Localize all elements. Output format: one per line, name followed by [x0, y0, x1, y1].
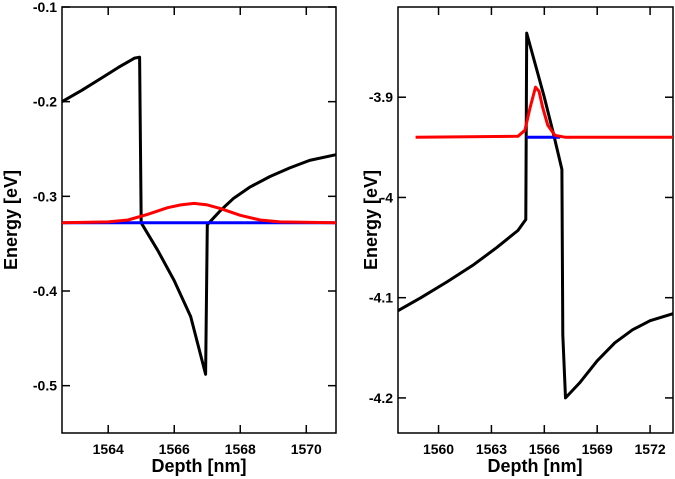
right-x-tick-label: 1560: [423, 441, 454, 457]
right-x-tick-label: 1563: [476, 441, 507, 457]
left-panel: 1564 1566 1568 1570 -0.5 -0.4 -0.3 -0.2 -0.1 Dep…: [1, 0, 337, 476]
left-wavefunction-curve: [61, 201, 337, 225]
right-x-tick-label: 1569: [582, 441, 613, 457]
left-series-group: [61, 55, 337, 376]
right-panel: 1560 1563 1566 1569 1572 -4.2 -4.1 -4 -3.9 Depth…: [361, 6, 674, 476]
right-y-tick-label: -4.2: [369, 390, 393, 406]
right-axis-ticks: 1560 1563 1566 1569 1572 -4.2 -4.1 -4 -3.9: [369, 7, 673, 457]
left-potential-curve: [61, 55, 337, 376]
left-y-axis-label: Energy [eV]: [1, 170, 21, 270]
left-plot-frame: [61, 6, 337, 434]
left-x-axis-label: Depth [nm]: [152, 456, 247, 476]
right-x-axis-label: Depth [nm]: [488, 456, 583, 476]
right-potential-curve: [397, 31, 674, 400]
right-wavefunction-curve: [415, 85, 673, 139]
right-y-tick-label: -4.1: [369, 290, 393, 306]
left-x-tick-label: 1570: [291, 441, 322, 457]
left-y-tick-label: -0.5: [33, 378, 57, 394]
right-series-group: [397, 31, 674, 400]
right-y-tick-label: -4: [381, 189, 394, 205]
left-x-tick-label: 1564: [93, 441, 124, 457]
left-x-tick-label: 1566: [159, 441, 190, 457]
right-x-tick-label: 1566: [529, 441, 560, 457]
left-y-tick-label: -0.1: [33, 0, 57, 15]
left-y-tick-label: -0.3: [33, 188, 57, 204]
left-y-tick-label: -0.4: [33, 283, 57, 299]
right-x-tick-label: 1572: [635, 441, 666, 457]
right-y-tick-label: -3.9: [369, 89, 393, 105]
right-plot-frame: [397, 6, 674, 434]
left-y-tick-label: -0.2: [33, 94, 57, 110]
left-axis-ticks: 1564 1566 1568 1570 -0.5 -0.4 -0.3 -0.2 -0.1: [33, 0, 336, 457]
left-x-tick-label: 1568: [225, 441, 256, 457]
right-y-axis-label: Energy [eV]: [361, 170, 381, 270]
